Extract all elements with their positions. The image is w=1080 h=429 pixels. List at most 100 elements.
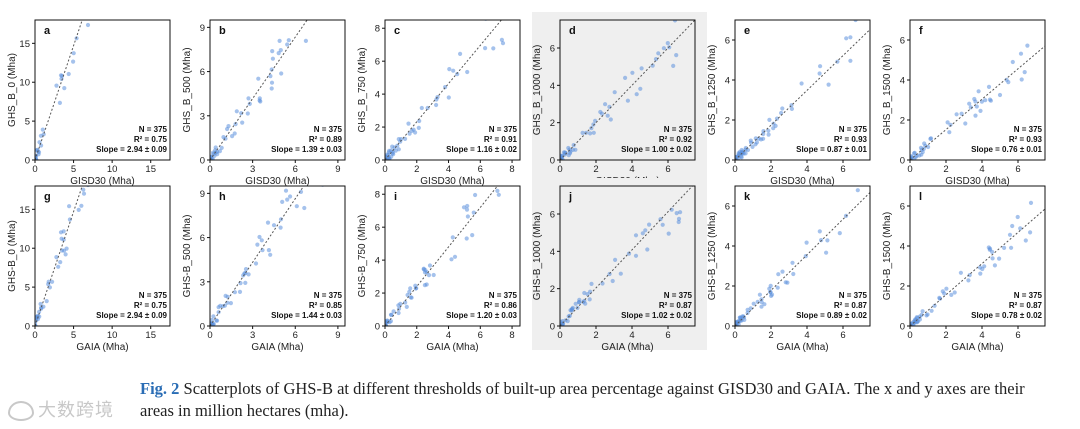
data-point xyxy=(589,126,594,131)
data-point xyxy=(243,280,248,285)
data-point xyxy=(82,12,86,16)
regression-line xyxy=(735,29,870,160)
data-point xyxy=(324,173,328,177)
data-point xyxy=(774,116,780,121)
data-point xyxy=(585,292,590,297)
data-point xyxy=(618,271,623,276)
x-tick-label: 15 xyxy=(145,330,156,341)
panel-letter: c xyxy=(394,25,400,37)
data-point xyxy=(419,105,424,111)
y-tick-label: 6 xyxy=(900,36,905,47)
y-tick-label: 0 xyxy=(200,322,205,333)
data-point xyxy=(566,153,571,158)
x-axis-label: GAIA (Mha) xyxy=(76,342,128,353)
watermark-logo-icon xyxy=(8,401,34,421)
data-point xyxy=(848,35,853,40)
data-point xyxy=(608,117,613,122)
data-point xyxy=(63,252,68,257)
x-tick-label: 5 xyxy=(71,330,76,341)
data-point xyxy=(623,75,628,80)
y-tick-label: 6 xyxy=(375,57,380,68)
y-tick-label: 4 xyxy=(375,256,380,267)
data-point xyxy=(645,247,650,252)
y-tick-label: 6 xyxy=(550,44,555,55)
data-point xyxy=(269,67,274,72)
data-point xyxy=(647,222,652,227)
data-point xyxy=(119,26,123,30)
data-point xyxy=(612,90,617,95)
data-point xyxy=(974,104,979,109)
plot-frame xyxy=(559,19,696,161)
plot-frame xyxy=(384,185,521,327)
data-point xyxy=(276,51,281,56)
data-point xyxy=(653,57,659,62)
data-point xyxy=(465,69,470,75)
regression-line xyxy=(560,20,695,160)
stat-slope: Slope = 1.02 ± 0.02 xyxy=(621,311,692,320)
stat-n: N = 375 xyxy=(1014,291,1043,300)
y-tick-label: 4 xyxy=(375,90,380,101)
stat-n: N = 375 xyxy=(314,291,343,300)
plot-frame xyxy=(734,185,871,327)
y-tick-label: 0 xyxy=(200,156,205,167)
y-axis-label: GHS-B_1500 (Mha) xyxy=(882,212,893,300)
data-point xyxy=(674,211,679,216)
x-tick-label: 6 xyxy=(665,164,670,175)
data-point xyxy=(458,51,463,57)
data-point xyxy=(570,305,576,310)
data-point xyxy=(759,304,764,309)
data-point xyxy=(434,102,439,108)
data-point xyxy=(81,191,87,196)
panel-letter: d xyxy=(569,25,576,37)
data-point xyxy=(634,92,639,97)
regression-line xyxy=(560,186,693,326)
data-point xyxy=(848,58,853,63)
stat-r2: R² = 0.87 xyxy=(659,301,693,310)
y-axis-label: GHS_B_1250 (Mha) xyxy=(707,45,718,136)
data-point xyxy=(461,205,467,210)
data-point xyxy=(260,248,265,253)
x-tick-label: 2 xyxy=(768,330,773,341)
data-point xyxy=(630,70,635,75)
x-axis-label: GISD30 (Mha) xyxy=(420,176,484,187)
data-points xyxy=(560,207,683,326)
data-point xyxy=(790,260,795,265)
data-point xyxy=(780,269,785,274)
data-point xyxy=(638,86,643,91)
x-axis-label: GAIA (Mha) xyxy=(601,342,653,353)
x-tick-label: 0 xyxy=(557,330,562,341)
panel-k: 0 2 4 6 0 2 4 6 GAIA (Mha) GHS-B_1250 (Mha) k N = 3… xyxy=(707,185,871,353)
panel-j: 0 2 4 6 0 2 4 6 GAIA (Mha) GHS-B_1000 (Mha) j N = 3… xyxy=(532,178,707,353)
data-point xyxy=(1022,70,1027,75)
stat-n: N = 375 xyxy=(839,291,868,300)
stat-slope: Slope = 1.44 ± 0.03 xyxy=(271,311,342,320)
regression-line xyxy=(910,208,1045,326)
data-point xyxy=(321,164,325,168)
data-point xyxy=(113,111,117,115)
regression-line xyxy=(210,186,305,326)
data-point xyxy=(455,72,460,77)
data-point xyxy=(986,84,992,89)
panel-letter: k xyxy=(744,191,751,203)
data-point xyxy=(735,321,738,326)
data-point xyxy=(978,108,983,113)
data-point xyxy=(279,71,284,76)
data-point xyxy=(780,106,785,111)
stat-r2: R² = 0.75 xyxy=(134,135,168,144)
x-tick-label: 0 xyxy=(732,330,737,341)
data-point xyxy=(768,290,773,295)
data-point xyxy=(446,95,451,100)
data-point xyxy=(259,238,264,243)
data-point xyxy=(406,121,411,126)
y-tick-label: 6 xyxy=(200,67,205,78)
data-point xyxy=(245,111,250,116)
data-point xyxy=(591,130,596,135)
y-tick-label: 15 xyxy=(19,205,30,216)
y-tick-label: 9 xyxy=(200,189,205,200)
data-point xyxy=(58,260,63,265)
y-tick-label: 8 xyxy=(375,24,380,35)
data-point xyxy=(844,36,849,41)
y-tick-label: 0 xyxy=(25,156,30,167)
data-point xyxy=(211,314,216,319)
data-point xyxy=(268,252,273,257)
